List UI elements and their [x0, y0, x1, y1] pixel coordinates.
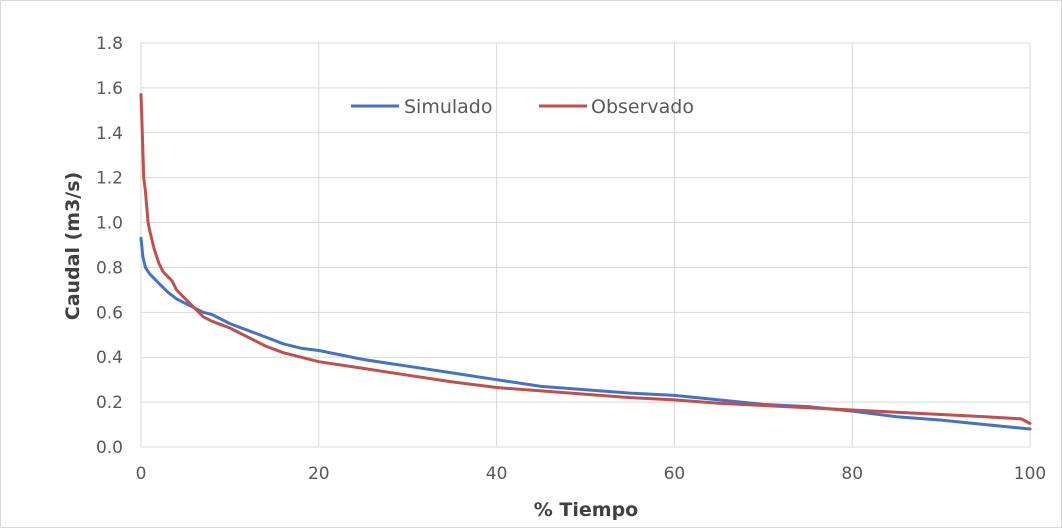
- x-tick-label: 60: [664, 464, 686, 484]
- y-tick-label: 1.6: [96, 79, 123, 99]
- tick-labels: 0.0 0.2 0.4 0.6 0.8 1.0 1.2 1.4 1.6 1.8 0 20 40 60 80 1…: [96, 34, 1046, 484]
- x-tick-label: 0: [136, 464, 147, 484]
- y-tick-label: 1.8: [96, 34, 123, 54]
- x-tick-label: 20: [308, 464, 330, 484]
- x-tick-label: 40: [486, 464, 508, 484]
- y-tick-label: 0.2: [96, 393, 123, 413]
- y-tick-label: 1.4: [96, 124, 123, 144]
- x-tick-label: 100: [1014, 464, 1046, 484]
- grid: [140, 42, 1031, 448]
- y-axis-title: Caudal (m3/s): [62, 172, 84, 320]
- y-tick-label: 1.0: [96, 214, 123, 234]
- y-tick-label: 0.0: [96, 438, 123, 458]
- series-line-observado: [139, 93, 1032, 425]
- legend-label-observado: Observado: [591, 96, 694, 118]
- series-layer: [139, 93, 1032, 431]
- x-tick-label: 80: [841, 464, 863, 484]
- legend-label-simulado: Simulado: [404, 96, 493, 118]
- y-tick-label: 0.8: [96, 258, 123, 278]
- series-line-simulado: [139, 236, 1032, 431]
- y-tick-label: 0.6: [96, 303, 123, 323]
- y-tick-label: 1.2: [96, 169, 123, 189]
- y-tick-label: 0.4: [96, 348, 123, 368]
- x-axis-title: % Tiempo: [534, 499, 638, 521]
- legend: Simulado Observado: [351, 96, 694, 118]
